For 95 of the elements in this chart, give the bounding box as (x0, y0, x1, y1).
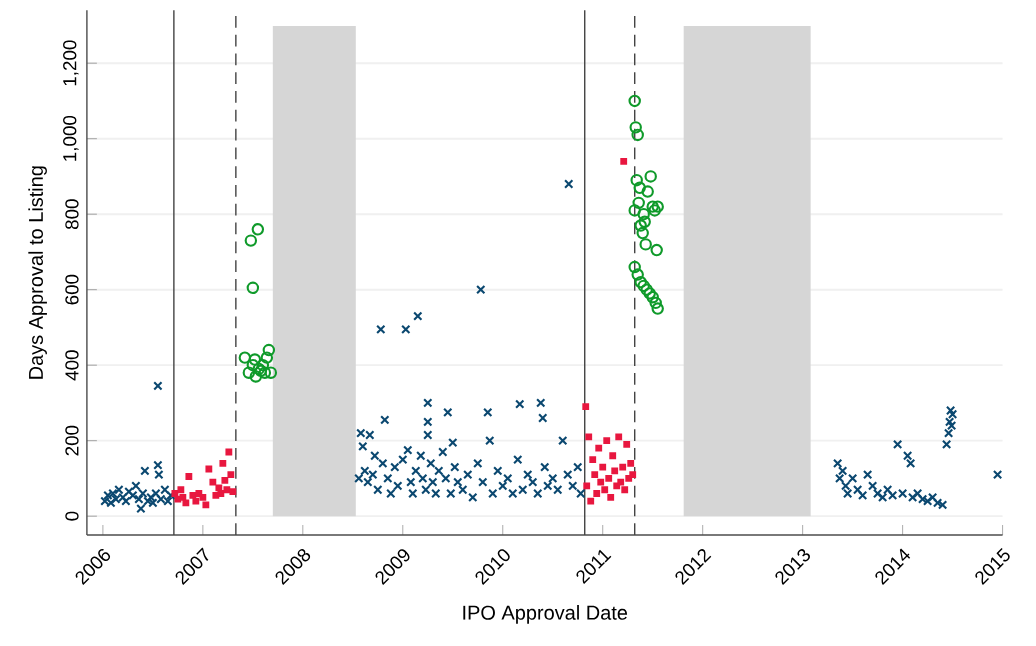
point (609, 452, 617, 460)
point (582, 403, 590, 411)
point (651, 200, 664, 213)
point (621, 486, 629, 494)
point (246, 281, 260, 295)
point (202, 501, 210, 509)
point (650, 243, 663, 257)
point (225, 448, 233, 456)
point (199, 493, 207, 501)
point (219, 459, 227, 467)
y-tick-label: 600 (65, 274, 79, 305)
point (262, 343, 276, 357)
point (192, 497, 200, 505)
point (620, 157, 628, 165)
point (227, 471, 235, 479)
point (587, 497, 595, 505)
point (195, 490, 203, 497)
point (631, 128, 644, 142)
point (627, 459, 635, 467)
point (212, 491, 220, 499)
point (643, 287, 656, 300)
point (628, 204, 641, 217)
point (595, 444, 603, 452)
point (615, 433, 623, 441)
point (242, 366, 256, 379)
point (611, 467, 619, 475)
point (177, 486, 185, 494)
point (639, 238, 652, 251)
y-tick-label: 1,000 (63, 115, 79, 161)
point (640, 283, 653, 296)
point (605, 475, 613, 482)
point (597, 478, 605, 486)
point (179, 493, 187, 501)
point (174, 495, 182, 503)
y-tick-label: 400 (65, 350, 79, 381)
point (651, 302, 664, 315)
point (217, 490, 225, 497)
point (246, 358, 260, 372)
point (185, 473, 193, 480)
point (258, 366, 272, 379)
y-tick-label: 1,200 (63, 40, 79, 86)
point (593, 490, 601, 497)
point (646, 200, 659, 213)
point (251, 223, 265, 236)
point (630, 173, 643, 187)
point (641, 185, 654, 198)
point (223, 486, 231, 494)
point (171, 490, 179, 497)
point (625, 475, 633, 482)
point (617, 478, 625, 486)
point (599, 463, 607, 471)
point (628, 94, 641, 108)
point (638, 215, 651, 228)
point (205, 465, 213, 473)
point (636, 226, 649, 240)
point (182, 499, 190, 507)
point (238, 351, 252, 364)
point (633, 181, 646, 194)
point (648, 204, 661, 217)
point (215, 484, 223, 492)
point (634, 275, 647, 289)
point (637, 279, 650, 293)
point (248, 353, 262, 366)
point (649, 296, 662, 310)
point (629, 471, 637, 479)
point (249, 370, 263, 383)
point (260, 351, 274, 364)
point (591, 471, 599, 479)
y-tick-label: 200 (65, 425, 79, 456)
point (209, 478, 217, 486)
point (244, 234, 258, 247)
point (607, 493, 615, 501)
point (601, 486, 609, 494)
point (628, 260, 641, 274)
y-tick-label: 800 (65, 199, 79, 230)
point (264, 366, 278, 379)
point (631, 268, 644, 281)
point (646, 291, 659, 304)
point (221, 476, 229, 484)
point (585, 433, 593, 441)
x-axis-title: IPO Approval Date (463, 605, 628, 624)
point (629, 121, 642, 134)
point (623, 441, 631, 448)
point (619, 463, 627, 471)
y-axis-title: Days Approval to Listing (28, 166, 47, 379)
point (189, 491, 197, 499)
point (589, 456, 597, 463)
point (634, 219, 647, 232)
point (644, 170, 657, 183)
point (632, 196, 645, 210)
point (603, 437, 611, 445)
y-tick-label: 0 (65, 511, 79, 521)
point (229, 488, 237, 496)
point (637, 207, 650, 221)
point (583, 482, 591, 490)
